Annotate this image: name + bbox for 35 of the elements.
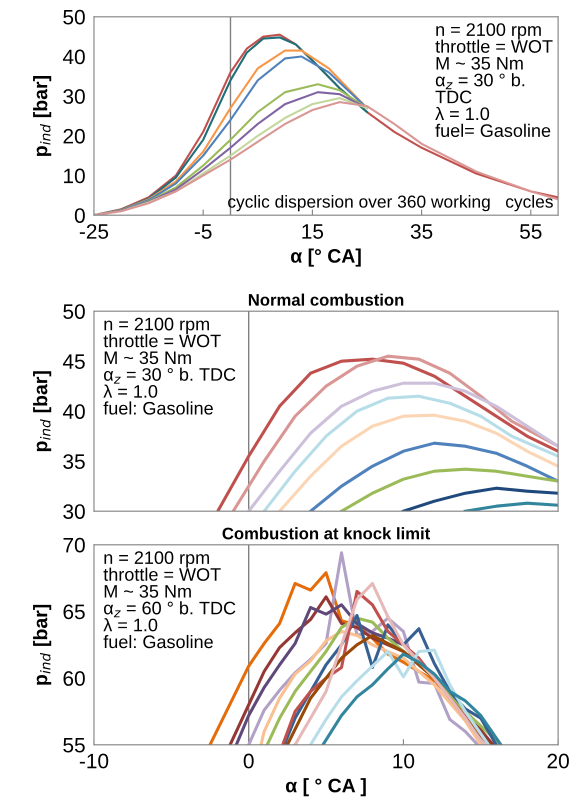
- x-tick-label: 15: [302, 224, 324, 239]
- x-tick-label: 35: [410, 224, 432, 239]
- x-tick-label: 10: [393, 754, 414, 768]
- y-tick-label: 40: [62, 404, 85, 419]
- y-tick-label: 45: [62, 354, 85, 369]
- y-tick-label: 60: [64, 671, 85, 686]
- y-tick-label: 0: [74, 208, 85, 223]
- text: n = 2100 rpm throttle = WOT M ~ 35 Nm α$_{z}$ = 30 ° b. TDC λ = 1.0 fuel= Gasoline: [435, 23, 553, 137]
- y-tick-label: 70: [64, 538, 85, 553]
- y-tick-label: 35: [63, 454, 85, 469]
- y-tick-label: 50: [63, 304, 85, 319]
- y-axis-title: p$_{ind}$ [bar]: [33, 371, 52, 452]
- y-axis-title: p$_{ind}$ [bar]: [33, 604, 52, 685]
- y-tick-label: 30: [63, 504, 85, 519]
- x-axis-title: α [° CA]: [291, 248, 361, 267]
- y-tick-label: 10: [64, 168, 85, 184]
- annotation: cyclic dispersion over 360 working cycles: [228, 195, 553, 212]
- x-tick-label: -10: [80, 754, 108, 768]
- x-tick-label: -25: [80, 224, 108, 239]
- y-tick-label: 65: [64, 604, 85, 620]
- y-tick-label: 55: [63, 738, 85, 753]
- chart-title: Combustion at knock limit: [222, 527, 430, 540]
- x-tick-label: 0: [244, 754, 254, 768]
- y-tick-label: 30: [63, 89, 85, 104]
- x-tick-label: -5: [194, 224, 212, 239]
- annotation: n = 2100 rpm throttle = WOT M ~ 35 Nm α$_{z}$ = 60 ° b. TDC λ = 1.0 fuel: Gasoline: [103, 551, 236, 648]
- y-tick-label: 20: [64, 128, 85, 144]
- y-axis-title: p$_{ind}$ [bar]: [33, 76, 52, 156]
- annotation: n = 2100 rpm throttle = WOT M ~ 35 Nm α$_{z}$ = 30 ° b. TDC λ = 1.0 fuel: Gasoline: [103, 318, 236, 415]
- y-tick-label: 40: [62, 49, 85, 64]
- x-axis-title: α [ ° CA ]: [286, 778, 366, 796]
- x-tick-label: 20: [548, 754, 569, 768]
- chart-title: Normal combustion: [248, 294, 404, 306]
- x-tick-label: 55: [520, 224, 542, 239]
- y-tick-label: 50: [63, 10, 85, 25]
